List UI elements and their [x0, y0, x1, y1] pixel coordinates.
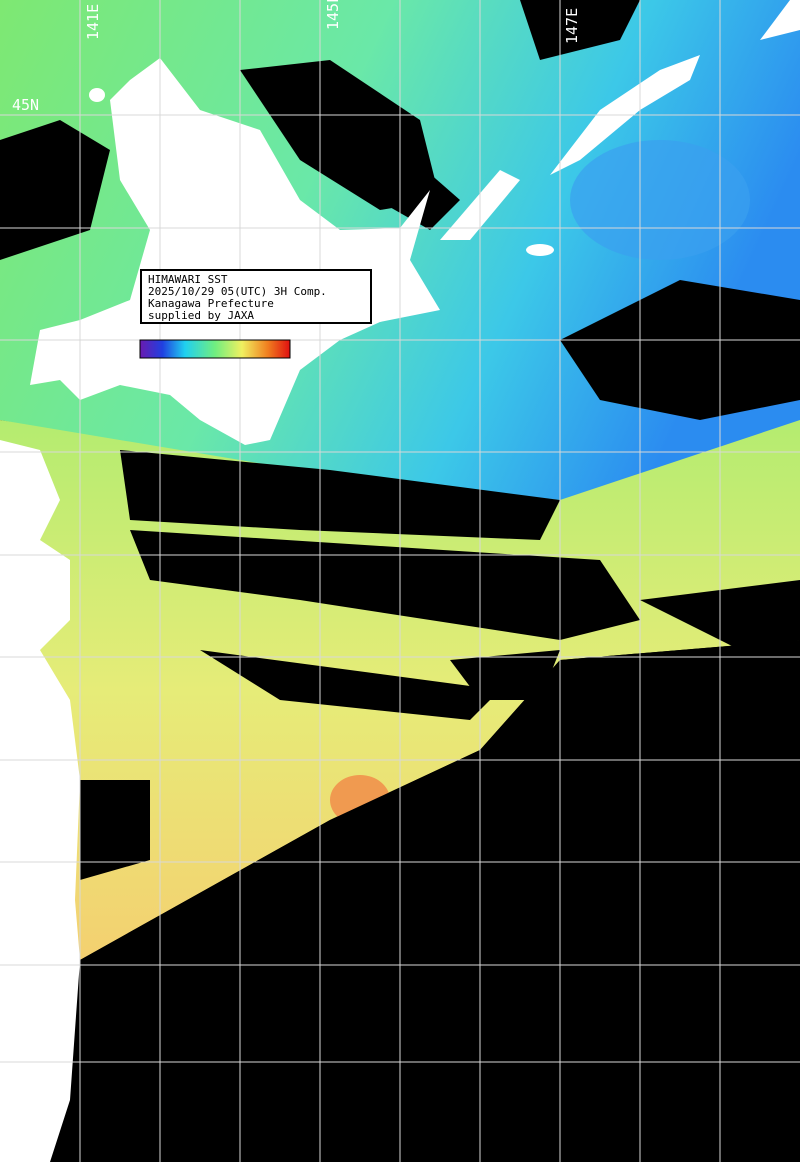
info-line: 2025/10/29 05(UTC) 3H Comp. — [148, 285, 327, 298]
colorbar-ramp — [139, 339, 291, 359]
info-panel — [140, 269, 372, 324]
info-line: Kanagawa Prefecture — [148, 297, 274, 310]
lon-label: 145E — [324, 0, 342, 30]
colorbar — [139, 339, 291, 359]
cold-patch — [570, 140, 750, 260]
info-line: supplied by JAXA — [148, 309, 254, 322]
info-line: HIMAWARI SST — [148, 273, 228, 286]
lon-label: 147E — [563, 8, 581, 44]
info-box: HIMAWARI SST 2025/10/29 05(UTC) 3H Comp.… — [140, 269, 372, 324]
lon-label: 141E — [84, 4, 102, 40]
lat-label: 45N — [12, 96, 39, 114]
